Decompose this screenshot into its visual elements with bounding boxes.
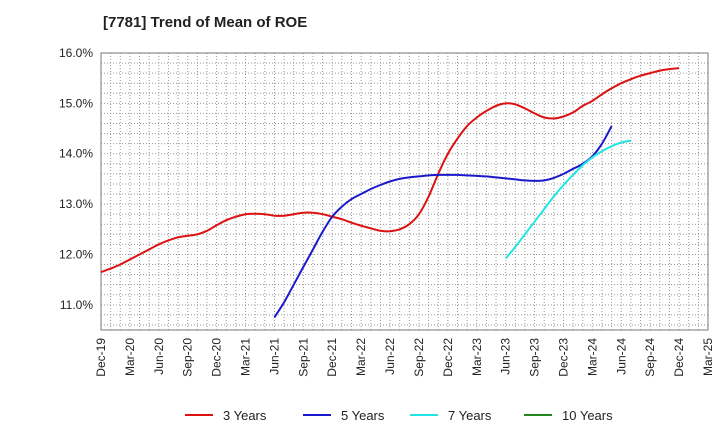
x-tick-label: Dec-22 bbox=[441, 338, 455, 377]
x-tick-label: Sep-22 bbox=[412, 338, 426, 377]
x-tick-label: Dec-19 bbox=[94, 338, 108, 377]
y-tick-label: 11.0% bbox=[60, 298, 93, 312]
x-tick-label: Sep-20 bbox=[181, 338, 195, 377]
legend-label-7-years: 7 Years bbox=[448, 408, 492, 423]
x-tick-label: Mar-20 bbox=[123, 338, 137, 376]
series-layer bbox=[100, 67, 680, 318]
series-line-5-years bbox=[273, 125, 613, 318]
series-line-3-years bbox=[100, 67, 680, 274]
y-tick-label: 14.0% bbox=[59, 147, 93, 161]
x-tick-label: Dec-24 bbox=[672, 338, 686, 377]
y-tick-label: 12.0% bbox=[59, 247, 93, 261]
series-line-7-years bbox=[504, 139, 632, 260]
plot-frame bbox=[100, 52, 709, 331]
x-tick-label: Mar-23 bbox=[470, 338, 484, 376]
x-tick-label: Mar-22 bbox=[354, 338, 368, 376]
x-tick-label: Mar-21 bbox=[239, 338, 253, 376]
x-tick-label: Sep-24 bbox=[643, 338, 657, 377]
x-tick-label: Jun-23 bbox=[499, 338, 513, 375]
x-tick-label: Sep-23 bbox=[528, 338, 542, 377]
legend: 3 Years 5 Years 7 Years 10 Years bbox=[185, 408, 613, 423]
y-tick-label: 13.0% bbox=[59, 197, 93, 211]
x-tick-label: Mar-24 bbox=[585, 338, 599, 376]
legend-label-5-years: 5 Years bbox=[341, 408, 385, 423]
x-tick-label: Mar-25 bbox=[701, 338, 715, 376]
legend-label-10-years: 10 Years bbox=[562, 408, 613, 423]
x-tick-label: Dec-21 bbox=[325, 338, 339, 377]
y-axis-ticks: 11.0% 12.0% 13.0% 14.0% 15.0% 16.0% bbox=[59, 46, 93, 312]
x-tick-label: Dec-20 bbox=[210, 338, 224, 377]
x-tick-label: Sep-21 bbox=[296, 338, 310, 377]
x-tick-label: Dec-23 bbox=[556, 338, 570, 377]
y-tick-label: 15.0% bbox=[59, 96, 93, 110]
y-tick-label: 16.0% bbox=[59, 46, 93, 60]
x-tick-label: Jun-22 bbox=[383, 338, 397, 375]
x-tick-label: Jun-24 bbox=[614, 338, 628, 375]
x-axis-ticks: Dec-19 Mar-20 Jun-20 Sep-20 Dec-20 Mar-21 Jun-… bbox=[94, 338, 715, 377]
plot-background bbox=[101, 53, 708, 330]
chart-title: [7781] Trend of Mean of ROE bbox=[103, 14, 308, 31]
x-tick-label: Jun-20 bbox=[152, 338, 166, 375]
x-tick-label: Jun-21 bbox=[267, 338, 281, 375]
legend-label-3-years: 3 Years bbox=[223, 408, 267, 423]
